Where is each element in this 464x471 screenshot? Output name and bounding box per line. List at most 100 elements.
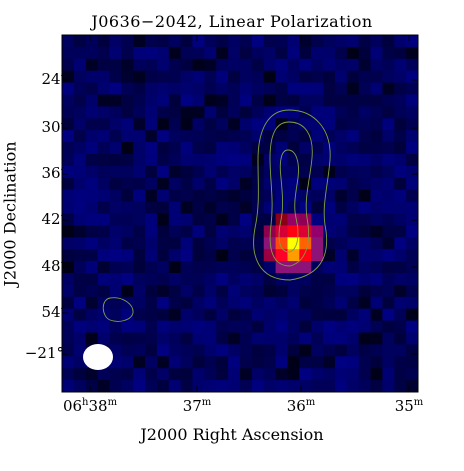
image-pixel <box>156 356 170 369</box>
image-pixel <box>334 189 348 203</box>
image-pixel <box>73 70 87 84</box>
image-pixel <box>133 70 146 84</box>
image-pixel <box>358 154 372 167</box>
image-pixel <box>251 344 265 357</box>
image-pixel <box>180 308 194 322</box>
image-pixel <box>97 165 110 179</box>
image-pixel <box>240 177 253 191</box>
image-pixel <box>334 165 348 179</box>
image-pixel <box>73 142 87 155</box>
image-pixel <box>334 237 348 250</box>
image-pixel <box>192 249 205 262</box>
image-pixel <box>311 308 324 322</box>
image-pixel <box>97 46 110 60</box>
image-pixel <box>358 165 372 179</box>
image-pixel <box>346 225 360 238</box>
image-pixel <box>121 58 134 72</box>
image-pixel <box>287 249 300 262</box>
image-pixel <box>240 332 253 345</box>
image-pixel <box>323 225 336 238</box>
image-pixel <box>121 201 134 214</box>
image-pixel <box>228 213 241 226</box>
image-pixel <box>370 225 383 238</box>
image-pixel <box>287 308 300 322</box>
image-pixel <box>406 118 419 131</box>
image-pixel <box>263 189 277 203</box>
image-pixel <box>311 165 324 179</box>
image-pixel <box>287 189 300 203</box>
image-pixel <box>85 189 99 203</box>
image-pixel <box>216 225 229 238</box>
image-pixel <box>228 70 241 84</box>
image-pixel <box>168 165 182 179</box>
image-pixel <box>204 142 217 155</box>
image-pixel <box>299 94 312 107</box>
image-pixel <box>346 154 360 167</box>
image-pixel <box>394 344 407 357</box>
y-tick-label: 36′ <box>41 164 65 182</box>
image-pixel <box>145 46 158 60</box>
image-pixel <box>156 58 170 72</box>
image-pixel <box>299 118 312 131</box>
image-pixel <box>275 154 288 167</box>
image-pixel <box>240 189 253 203</box>
image-pixel <box>394 356 407 369</box>
image-pixel <box>251 130 265 143</box>
image-pixel <box>251 320 265 333</box>
image-pixel <box>228 130 241 143</box>
image-pixel <box>85 46 99 60</box>
image-pixel <box>204 225 217 238</box>
image-pixel <box>204 46 217 60</box>
image-pixel <box>204 154 217 167</box>
image-pixel <box>358 320 372 333</box>
image-pixel <box>109 261 122 274</box>
image-pixel <box>73 58 87 72</box>
image-pixel <box>73 332 87 345</box>
image-pixel <box>406 237 419 250</box>
image-pixel <box>62 273 75 286</box>
image-pixel <box>240 165 253 179</box>
image-pixel <box>275 82 288 95</box>
image-pixel <box>406 106 419 119</box>
image-pixel <box>228 58 241 72</box>
image-pixel <box>204 320 217 333</box>
image-pixel <box>370 201 383 214</box>
image-pixel <box>133 82 146 95</box>
image-pixel <box>180 261 194 274</box>
image-pixel <box>334 308 348 322</box>
image-pixel <box>133 284 146 298</box>
image-pixel <box>323 380 336 393</box>
image-pixel <box>287 320 300 333</box>
image-pixel <box>240 237 253 250</box>
tick-marks <box>62 35 418 392</box>
image-pixel <box>85 106 99 119</box>
y-tick-label: 48′ <box>41 257 65 275</box>
image-pixel <box>156 344 170 357</box>
image-pixel <box>168 237 182 250</box>
image-pixel <box>275 35 288 48</box>
image-pixel <box>287 261 300 274</box>
image-pixel <box>109 58 122 72</box>
image-pixel <box>334 82 348 95</box>
image-pixel <box>133 94 146 107</box>
image-pixel <box>382 106 395 119</box>
image-pixel <box>97 368 110 381</box>
image-pixel <box>216 118 229 131</box>
image-pixel <box>299 201 312 214</box>
image-pixel <box>62 308 75 322</box>
image-pixel <box>287 296 300 310</box>
image-pixel <box>121 332 134 345</box>
image-pixel <box>133 368 146 381</box>
image-pixel <box>85 35 99 48</box>
image-pixel <box>299 213 312 226</box>
image-pixel <box>370 46 383 60</box>
image-pixel <box>145 356 158 369</box>
image-pixel <box>311 177 324 191</box>
image-pixel <box>73 308 87 322</box>
image-pixel <box>406 58 419 72</box>
image-pixel <box>145 106 158 119</box>
image-pixel <box>299 368 312 381</box>
image-pixel <box>204 35 217 48</box>
image-pixel <box>311 368 324 381</box>
image-pixel <box>73 249 87 262</box>
